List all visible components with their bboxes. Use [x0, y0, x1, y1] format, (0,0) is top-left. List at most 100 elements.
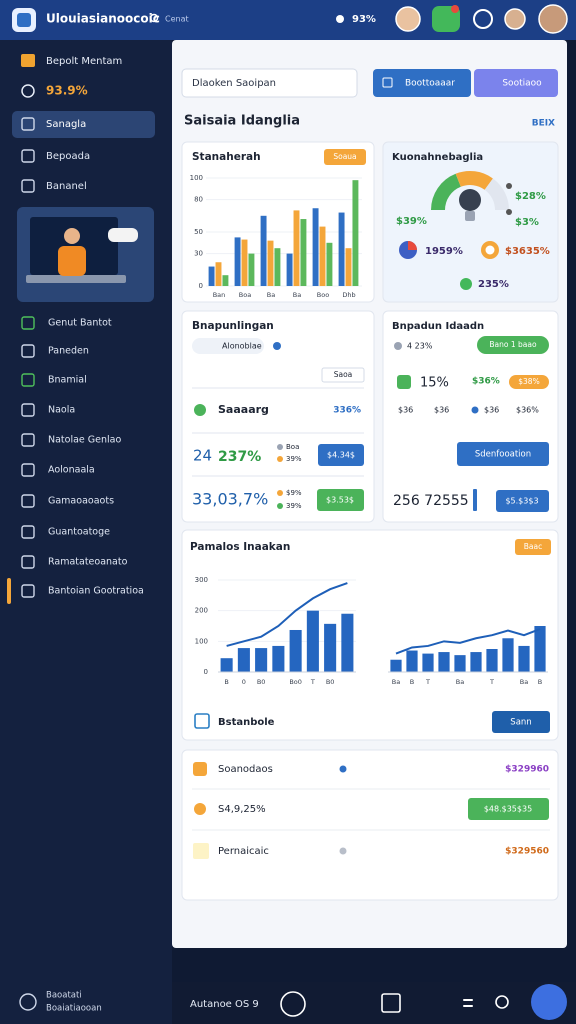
nav-item: Sanagla: [46, 119, 86, 130]
bar: [422, 653, 434, 672]
summary-value: $329560: [505, 847, 549, 857]
button-label: Boottoaaar: [405, 79, 455, 89]
bar: [220, 658, 233, 672]
card: [181, 310, 375, 523]
legend-dot: [506, 183, 512, 189]
footer-icon: [194, 713, 210, 729]
y-tick-label: 80: [194, 196, 203, 204]
support-icon: [473, 9, 493, 29]
x-tick-label: B: [538, 678, 542, 686]
nav-icon: [21, 179, 35, 193]
bar: [293, 210, 300, 286]
action-button[interactable]: [457, 442, 549, 466]
card: [382, 141, 559, 303]
nav-active[interactable]: [12, 111, 155, 138]
profile-button: [531, 984, 567, 1020]
nav-item: Genut Bantot: [48, 318, 112, 329]
nav-icon: [21, 373, 35, 387]
nav-button: [381, 993, 401, 1013]
sidebar-header: Bepolt Mentam: [46, 56, 122, 67]
nav-icon: [21, 54, 35, 67]
card: [181, 529, 559, 741]
badge-dot: [451, 5, 459, 13]
x-tick-label: Boo: [317, 291, 329, 299]
y-tick-label: 0: [204, 668, 208, 676]
bar: [274, 248, 281, 286]
sidebar: [0, 40, 172, 1024]
nav-icon: [21, 316, 35, 330]
summary-button[interactable]: [468, 798, 549, 820]
badge: [515, 539, 551, 555]
button-icon: [382, 77, 393, 88]
row-value: 336%: [333, 406, 361, 416]
donut-hole: [485, 245, 495, 255]
bar: [300, 219, 307, 286]
legend-item: 39%: [286, 502, 302, 510]
bar: [234, 237, 241, 286]
x-tick-label: Ba: [293, 291, 301, 299]
y-tick-label: 0: [199, 282, 203, 290]
gauge-arc: [431, 173, 462, 211]
x-tick-label: 0: [242, 678, 246, 686]
nav-icon: [21, 344, 35, 358]
hand: [108, 228, 138, 242]
row-value: $36: [434, 406, 449, 415]
row-value: $36%: [516, 406, 539, 415]
pill-label: $38%: [518, 377, 539, 386]
x-tick-label: Ba: [392, 678, 400, 686]
card-title: Stanaherah: [192, 151, 261, 163]
total-button[interactable]: [496, 490, 549, 512]
nav-item: Bnamial: [48, 375, 87, 386]
nav-icon: [21, 84, 35, 98]
summary-icon: [193, 843, 209, 859]
app-icon[interactable]: [432, 6, 460, 32]
bar: [454, 655, 466, 672]
button-label: $3.53$: [326, 496, 354, 505]
bar: [341, 613, 354, 672]
bar: [286, 253, 293, 286]
button-primary[interactable]: [373, 69, 471, 97]
button-secondary[interactable]: [474, 69, 558, 97]
bar: [222, 275, 229, 286]
badge-label: Soaua: [333, 152, 356, 161]
avatar: [538, 4, 568, 34]
nav-icon: [21, 149, 35, 163]
nav-item: Bananel: [46, 181, 87, 192]
badge: [324, 149, 366, 165]
os-label: Autanoe OS 9: [190, 999, 259, 1010]
row-button[interactable]: [317, 489, 364, 511]
sidebar-footer: Baoatati: [46, 991, 82, 1001]
footer-button[interactable]: [492, 711, 550, 733]
bulb-base: [465, 211, 475, 221]
nav-icon: [21, 463, 35, 477]
donut-label: 1959%: [425, 246, 463, 257]
nav-button: [463, 1005, 473, 1007]
nav-icon: [21, 117, 35, 131]
bar: [255, 648, 268, 672]
row-dot: [471, 406, 479, 414]
row-button[interactable]: [318, 444, 364, 466]
note-icon: [394, 342, 402, 350]
nav-item: Bepoada: [46, 151, 90, 162]
person-head: [64, 228, 80, 244]
button-label: $5.$3$3: [505, 497, 538, 506]
orange-pill: [509, 375, 549, 389]
card-title: Bnapunlingan: [192, 320, 274, 332]
bar: [518, 645, 530, 672]
laptop-base: [26, 275, 126, 283]
person-body: [58, 246, 86, 276]
row-value: 33,03,7%: [192, 490, 268, 509]
x-tick-label: Ba: [456, 678, 464, 686]
bar: [470, 652, 482, 672]
search-box[interactable]: [181, 68, 358, 98]
legend-item: $28%: [515, 191, 546, 202]
avatar: [395, 6, 421, 32]
card: [382, 310, 559, 523]
card-title: Kuonahnebaglia: [392, 152, 483, 163]
chip-dot: [273, 342, 281, 350]
bar: [272, 645, 285, 672]
y-tick-label: 30: [194, 250, 203, 258]
x-tick-label: B0: [326, 678, 335, 686]
bar: [502, 638, 514, 672]
